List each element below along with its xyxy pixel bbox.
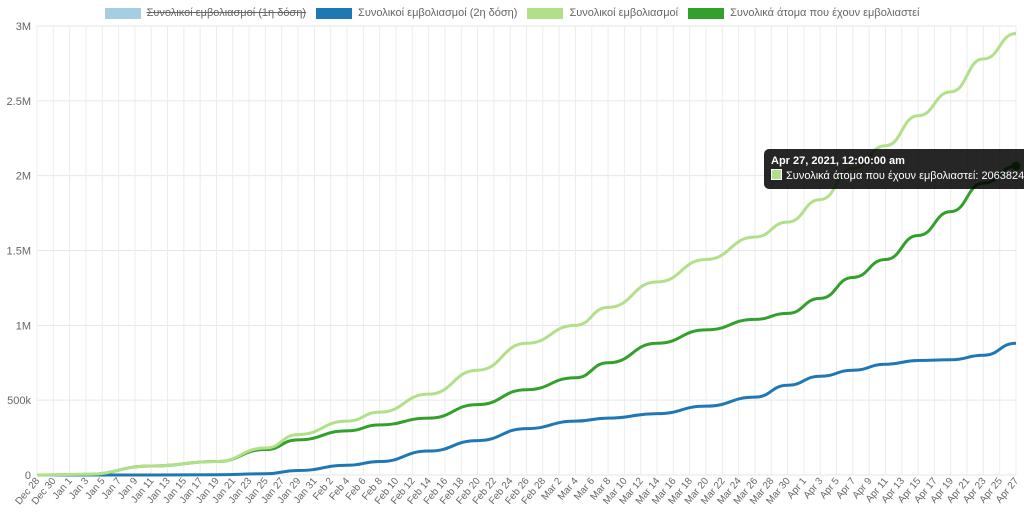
legend: Συνολικοί εμβολιασμοί (1η δόση) Συνολικο…	[0, 5, 1024, 21]
y-tick-label: 2M	[16, 171, 31, 183]
legend-label-dose1: Συνολικοί εμβολιασμοί (1η δόση)	[146, 7, 307, 19]
y-tick-label: 1.5M	[7, 246, 31, 258]
legend-item-total[interactable]: Συνολικοί εμβολιασμοί	[527, 5, 678, 21]
y-tick-label: 1M	[16, 320, 31, 332]
legend-swatch-dose2	[316, 7, 353, 19]
legend-label-total: Συνολικοί εμβολιασμοί	[569, 7, 679, 19]
series-line	[36, 341, 1017, 477]
y-axis: 0 500k 1M 1.5M 2M 2.5M 3M	[7, 21, 32, 482]
legend-item-people[interactable]: Συνολικά άτομα που έχουν εμβολιαστεί	[688, 5, 919, 21]
legend-label-people: Συνολικά άτομα που έχουν εμβολιαστεί	[730, 7, 920, 19]
legend-swatch-dose1	[104, 7, 141, 19]
y-tick-label: 500k	[7, 395, 31, 407]
grid	[36, 25, 1017, 476]
legend-swatch-people	[688, 7, 725, 19]
series-lines	[36, 31, 1017, 477]
tooltip-title: Apr 27, 2021, 12:00:00 am	[771, 155, 905, 167]
series-line	[36, 31, 1017, 477]
tooltip: Apr 27, 2021, 12:00:00 am Συνολικά άτομα…	[764, 149, 1024, 189]
y-tick-label: 0	[25, 470, 31, 482]
y-tick-label: 2.5M	[7, 96, 31, 108]
tooltip-swatch	[771, 169, 782, 180]
legend-swatch-total	[527, 7, 564, 19]
legend-label-dose2: Συνολικοί εμβολιασμοί (2η δόση)	[358, 7, 518, 19]
tooltip-text: Συνολικά άτομα που έχουν εμβολιαστεί: 20…	[786, 170, 1024, 182]
tooltip-row: Συνολικά άτομα που έχουν εμβολιαστεί: 20…	[771, 169, 1024, 184]
legend-item-dose2[interactable]: Συνολικοί εμβολιασμοί (2η δόση)	[316, 5, 517, 21]
y-tick-label: 3M	[16, 21, 31, 33]
legend-item-dose1[interactable]: Συνολικοί εμβολιασμοί (1η δόση)	[104, 5, 307, 21]
